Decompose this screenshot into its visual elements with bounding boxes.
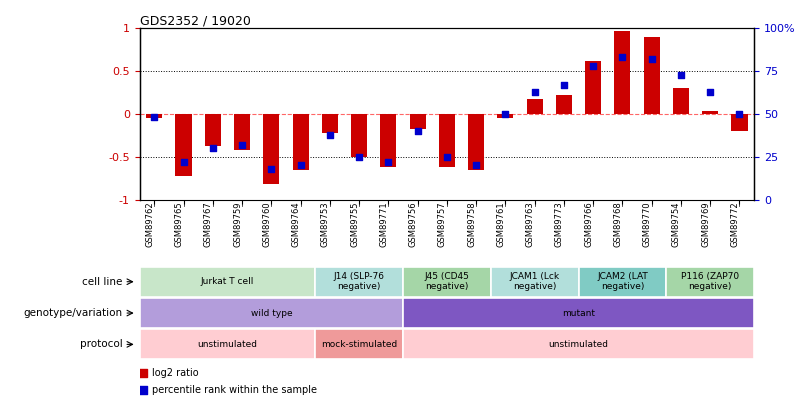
Bar — [263, 114, 279, 184]
Bar — [497, 114, 513, 118]
Bar — [439, 114, 455, 167]
Text: GSM89761: GSM89761 — [496, 201, 505, 247]
Text: unstimulated: unstimulated — [548, 340, 609, 349]
Point — [235, 142, 248, 148]
Text: GSM89771: GSM89771 — [379, 201, 389, 247]
Bar — [702, 111, 718, 114]
Bar — [176, 114, 192, 176]
Point — [265, 166, 278, 172]
Bar — [666, 266, 754, 297]
Point — [616, 54, 629, 61]
Point — [587, 63, 599, 69]
Point — [440, 153, 453, 160]
Text: mutant: mutant — [562, 309, 595, 318]
Bar — [315, 329, 403, 359]
Point — [294, 162, 307, 169]
Text: genotype/variation: genotype/variation — [23, 308, 122, 318]
Bar — [732, 114, 748, 131]
Text: J45 (CD45
negative): J45 (CD45 negative) — [425, 272, 469, 292]
Text: GSM89765: GSM89765 — [175, 201, 184, 247]
Text: mock-stimulated: mock-stimulated — [321, 340, 397, 349]
Text: JCAM1 (Lck
negative): JCAM1 (Lck negative) — [510, 272, 559, 292]
Bar — [205, 114, 221, 146]
Point — [353, 153, 365, 160]
Bar — [315, 266, 403, 297]
Text: GSM89753: GSM89753 — [321, 201, 330, 247]
Bar — [140, 329, 315, 359]
Point — [382, 159, 395, 165]
Bar — [614, 31, 630, 114]
Point — [674, 71, 687, 78]
Text: GSM89758: GSM89758 — [467, 201, 476, 247]
Text: protocol: protocol — [80, 339, 122, 350]
Bar — [381, 114, 397, 167]
Text: percentile rank within the sample: percentile rank within the sample — [152, 384, 317, 394]
Text: GSM89773: GSM89773 — [555, 201, 564, 247]
Point — [646, 56, 658, 62]
Point — [733, 111, 746, 117]
Text: Jurkat T cell: Jurkat T cell — [201, 277, 254, 286]
Bar — [468, 114, 484, 170]
Text: GSM89766: GSM89766 — [584, 201, 593, 247]
Point — [177, 159, 190, 165]
Text: P116 (ZAP70
negative): P116 (ZAP70 negative) — [681, 272, 739, 292]
Text: wild type: wild type — [251, 309, 292, 318]
Point — [323, 131, 336, 138]
Bar — [146, 114, 162, 118]
Bar — [322, 114, 338, 133]
Bar — [491, 266, 579, 297]
Bar — [351, 114, 367, 157]
Text: GSM89772: GSM89772 — [730, 201, 740, 247]
Point — [558, 82, 571, 88]
Text: JCAM2 (LAT
negative): JCAM2 (LAT negative) — [597, 272, 648, 292]
Text: GSM89763: GSM89763 — [526, 201, 535, 247]
Text: GSM89769: GSM89769 — [701, 201, 710, 247]
Text: GSM89754: GSM89754 — [672, 201, 681, 247]
Text: GSM89762: GSM89762 — [145, 201, 154, 247]
Bar — [293, 114, 309, 170]
Bar — [579, 266, 666, 297]
Text: GSM89770: GSM89770 — [642, 201, 652, 247]
Text: GSM89757: GSM89757 — [438, 201, 447, 247]
Text: GSM89768: GSM89768 — [614, 201, 622, 247]
Bar — [140, 298, 403, 328]
Text: GSM89767: GSM89767 — [203, 201, 213, 247]
Bar — [409, 114, 425, 130]
Point — [136, 370, 149, 376]
Point — [470, 162, 483, 169]
Text: unstimulated: unstimulated — [197, 340, 258, 349]
Bar — [403, 329, 754, 359]
Text: GSM89760: GSM89760 — [263, 201, 271, 247]
Text: GSM89764: GSM89764 — [291, 201, 301, 247]
Bar — [403, 266, 491, 297]
Bar — [585, 61, 601, 114]
Point — [136, 386, 149, 393]
Text: cell line: cell line — [82, 277, 122, 287]
Text: J14 (SLP-76
negative): J14 (SLP-76 negative) — [334, 272, 385, 292]
Point — [148, 114, 160, 121]
Text: log2 ratio: log2 ratio — [152, 368, 199, 378]
Bar — [403, 298, 754, 328]
Text: GDS2352 / 19020: GDS2352 / 19020 — [140, 14, 251, 27]
Point — [528, 89, 541, 95]
Text: GSM89755: GSM89755 — [350, 201, 359, 247]
Point — [411, 128, 424, 134]
Bar — [234, 114, 250, 150]
Bar — [644, 37, 660, 114]
Point — [704, 89, 717, 95]
Bar — [673, 88, 689, 114]
Point — [207, 145, 219, 151]
Text: GSM89759: GSM89759 — [233, 201, 242, 247]
Bar — [527, 98, 543, 114]
Bar — [556, 95, 572, 114]
Point — [499, 111, 512, 117]
Bar — [140, 266, 315, 297]
Text: GSM89756: GSM89756 — [409, 201, 417, 247]
